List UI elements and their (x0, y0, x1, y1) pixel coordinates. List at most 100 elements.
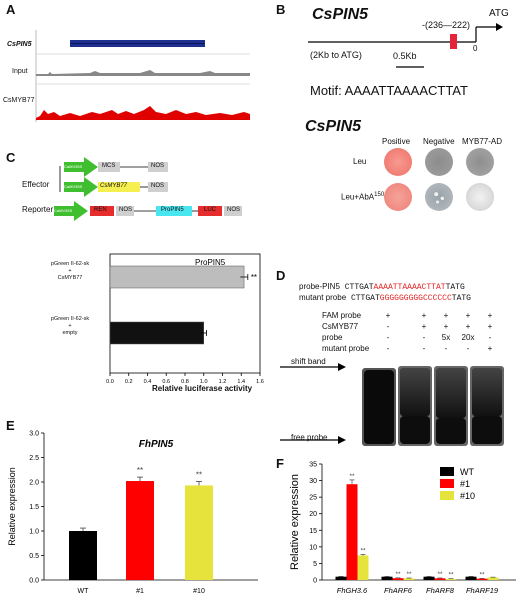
emsa-mark: + (465, 311, 471, 320)
row-csmyb77: CsMYB77 (322, 322, 359, 331)
ren-label: REN (94, 207, 107, 213)
csmyb77-label: CsMYB77 (100, 183, 128, 189)
y-tick-label: 1.0 (29, 529, 39, 536)
position-zero: 0 (473, 44, 478, 53)
x-tick-label: FhARF19 (466, 586, 499, 595)
row-leu: Leu (353, 157, 367, 166)
bar (392, 578, 404, 580)
emsa-mark: + (465, 322, 471, 331)
bar (69, 531, 97, 580)
legend-swatch (440, 491, 454, 500)
promoter-arrow-icon (64, 177, 98, 197)
bar (109, 265, 245, 289)
p35s-label: CaMV35S (64, 164, 83, 169)
emsa-mark: + (443, 322, 449, 331)
y-tick-label: 30 (309, 478, 317, 485)
col-negative: Negative (423, 137, 455, 146)
row-leu-aba: Leu+AbA150 (341, 192, 385, 202)
scale-bar-label: 0.5Kb (393, 51, 417, 61)
reporter-label: Reporter (22, 205, 54, 214)
panel-d-label: D (276, 268, 286, 283)
y-axis-title: Relative expression (7, 467, 17, 546)
emsa-mark: + (487, 311, 493, 320)
emsa-mark: + (487, 322, 493, 331)
nos-label: NOS (227, 207, 241, 213)
shift-arrow-icon (338, 363, 346, 371)
p35s-label: CaMV35S (64, 184, 83, 189)
promoter-arrow-icon (64, 157, 98, 177)
x-tick-label: 0.2 (125, 379, 133, 385)
panel-b-label: B (276, 2, 286, 17)
mcs-label: MCS (102, 163, 116, 169)
construct-diagram (54, 157, 242, 221)
chart-title: ProPIN5 (195, 258, 226, 267)
panel-f-label: F (276, 456, 284, 471)
emsa-mark: + (421, 311, 427, 320)
probe-sequence-row: probe-PIN5 CTTGATAAAATTAAAACTTATTATG (299, 282, 465, 292)
legend-label: WT (460, 467, 474, 477)
binding-site-position: -(236—222) (422, 20, 471, 30)
emsa-mark: - (444, 344, 448, 353)
chart-title: FhPIN5 (139, 439, 174, 450)
input-signal (36, 70, 250, 76)
significance-mark: ** (437, 571, 443, 578)
free-arrow-icon (338, 436, 346, 444)
genome-browser: CsPIN5 Input CsMYB77 (0, 30, 265, 122)
auxin-genes-chart: 0 5 10 15 20 25 30 35 Relative expression ** ** FhG… (289, 462, 516, 595)
genome-tracks (35, 30, 250, 122)
legend-label: #1 (460, 479, 470, 489)
legend-label: #10 (460, 491, 475, 501)
significance-mark: ** (349, 473, 355, 480)
bar (476, 578, 488, 580)
y-tick-label: 2.0 (29, 480, 39, 487)
x-tick-label: #10 (193, 588, 205, 595)
bar (346, 484, 358, 580)
row-mutant-probe: mutant probe (322, 344, 370, 353)
plate-myb77-leu (466, 148, 494, 176)
p35s-label: CaMV35S (54, 208, 73, 213)
y-tick-label: 0.0 (29, 578, 39, 585)
plate-positive-aba (384, 183, 412, 211)
bar (185, 485, 213, 580)
promoter-gene-title: CsPIN5 (312, 6, 369, 23)
y-tick-label: 1.5 (29, 504, 39, 511)
significance-mark: ** (196, 471, 202, 480)
x-tick-label: 1.6 (256, 379, 264, 385)
x-tick-label: 0.8 (181, 379, 189, 385)
significance-mark: ** (251, 273, 257, 282)
emsa-mark: + (487, 344, 493, 353)
emsa-mark: 5x (441, 333, 451, 342)
x-tick-label: 1.2 (219, 379, 227, 385)
row-fam-probe: FAM probe (322, 311, 362, 320)
y-tick-label: 2.5 (29, 455, 39, 462)
y1h-gene-title: CsPIN5 (305, 118, 362, 135)
track-label-csmyb77: CsMYB77 (3, 97, 35, 104)
promoter-arrow-icon (54, 201, 88, 221)
x-tick-label: WT (78, 588, 90, 595)
col-positive: Positive (382, 137, 411, 146)
y-tick-label: 15 (309, 528, 317, 535)
bar (445, 579, 457, 580)
x-tick-label: 0.6 (162, 379, 170, 385)
panel-a-label: A (6, 2, 16, 17)
legend-swatch (440, 467, 454, 476)
emsa-mark: - (386, 322, 390, 331)
bar (465, 576, 477, 580)
emsa-mark: + (421, 322, 427, 331)
plate-negative-leu (425, 148, 453, 176)
fhpin5-chart: 0.0 0.5 1.0 1.5 2.0 2.5 3.0 Relative expression… (7, 431, 258, 595)
x-tick-label: 1.4 (237, 379, 245, 385)
y-tick-label: 20 (309, 511, 317, 518)
panel-e-label: E (6, 418, 15, 433)
promoter-diagram (308, 23, 503, 68)
col-myb77-ad: MYB77-AD (462, 137, 503, 146)
bar-label-csmyb77: pGreen II-62-sk + CsMYB77 (50, 261, 90, 281)
emsa-mark: + (443, 311, 449, 320)
plate-negative-aba (425, 183, 453, 211)
x-tick-label: 0.4 (144, 379, 152, 385)
mutant-sequence-row: mutant probe CTTGATGGGGGGGGGCCCCCCTATG (299, 293, 471, 303)
bar (423, 576, 435, 580)
bar (335, 576, 347, 580)
binding-site-box (450, 34, 457, 49)
nos-label: NOS (151, 163, 165, 169)
